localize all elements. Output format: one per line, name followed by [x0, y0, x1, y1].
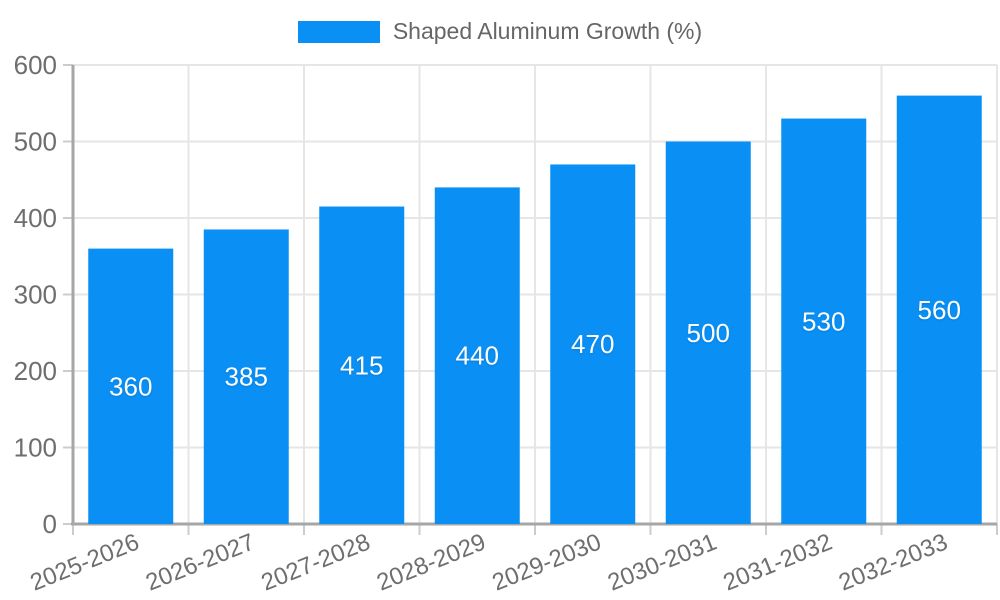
x-axis-tick-label: 2027-2028: [257, 529, 374, 597]
bar-value-label: 560: [918, 295, 961, 325]
x-axis-tick-label: 2030-2031: [604, 529, 721, 597]
y-axis-tick-label: 500: [14, 127, 57, 157]
bar[interactable]: [781, 118, 867, 525]
x-axis-tick-label: 2032-2033: [835, 529, 952, 597]
y-axis-tick-label: 600: [14, 50, 57, 80]
y-axis-tick-label: 200: [14, 356, 57, 386]
legend-swatch: [297, 20, 380, 43]
bar-value-label: 385: [225, 362, 268, 392]
y-axis-tick-label: 400: [14, 203, 57, 233]
x-axis-tick-label: 2026-2027: [142, 529, 259, 597]
legend-label: Shaped Aluminum Growth (%): [392, 18, 703, 44]
x-axis-tick-label: 2029-2030: [488, 529, 605, 597]
bar-value-label: 440: [456, 341, 499, 371]
bar-value-label: 500: [687, 318, 730, 348]
legend[interactable]: Shaped Aluminum Growth (%): [0, 18, 1000, 45]
y-axis-tick-label: 100: [14, 433, 57, 463]
bar[interactable]: [88, 248, 174, 524]
y-axis-tick-label: 0: [43, 509, 57, 539]
bar[interactable]: [319, 206, 405, 524]
y-axis-tick-label: 300: [14, 280, 57, 310]
bar[interactable]: [896, 95, 982, 524]
bar-value-label: 415: [340, 350, 383, 380]
bar-value-label: 470: [571, 329, 614, 359]
x-axis-tick-label: 2031-2032: [719, 529, 836, 597]
bar[interactable]: [434, 187, 520, 524]
bar[interactable]: [550, 164, 636, 524]
bar-value-label: 530: [802, 306, 845, 336]
x-axis-tick-label: 2028-2029: [373, 529, 490, 597]
bar[interactable]: [665, 141, 751, 525]
bar-value-label: 360: [109, 371, 152, 401]
bar[interactable]: [203, 229, 289, 524]
